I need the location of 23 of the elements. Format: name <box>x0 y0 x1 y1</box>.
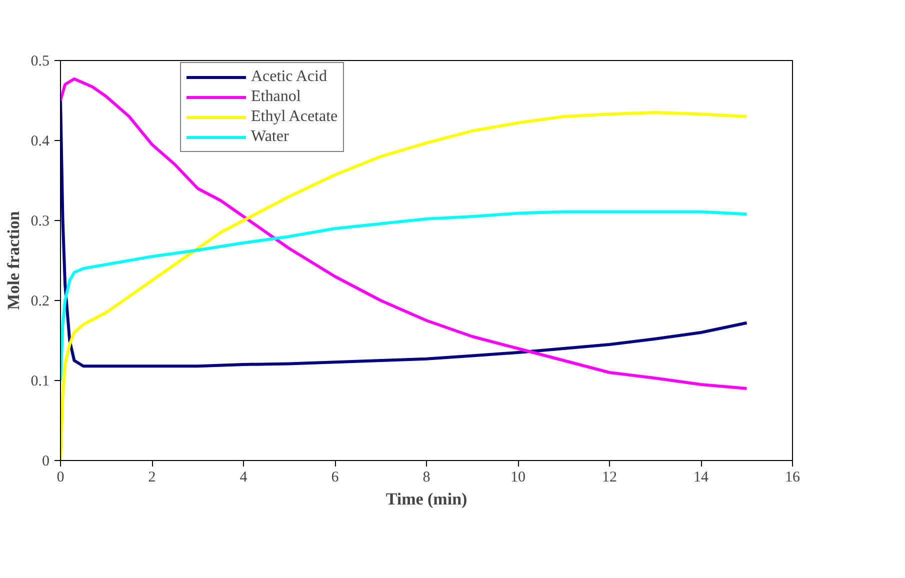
y-tick-label: 0.2 <box>30 294 50 310</box>
legend-label: Water <box>251 128 289 146</box>
x-tick-label: 0 <box>56 470 64 486</box>
y-tick-label: 0 <box>42 454 50 470</box>
y-tick-label: 0.3 <box>30 214 50 230</box>
y-tick-label: 0.5 <box>30 54 50 70</box>
y-axis-title: Mole fraction <box>4 210 23 310</box>
x-tick-label: 12 <box>602 470 617 486</box>
y-tick-label: 0.4 <box>30 134 50 150</box>
line-series <box>60 111 748 460</box>
x-tick-label: 2 <box>148 470 156 486</box>
x-tick-label: 8 <box>422 470 430 486</box>
legend-label: Ethyl Acetate <box>251 108 338 126</box>
legend-label: Ethanol <box>251 88 301 106</box>
legend-label: Acetic Acid <box>251 68 327 86</box>
x-tick-label: 10 <box>510 470 526 486</box>
y-tick-label: 0.1 <box>30 374 50 390</box>
x-axis-title: Time (min) <box>386 490 468 508</box>
x-tick-label: 14 <box>694 470 709 486</box>
x-tick-label: 16 <box>785 470 800 486</box>
x-tick-label: 6 <box>331 470 340 486</box>
line-series <box>60 210 748 382</box>
x-tick-label: 4 <box>240 470 248 486</box>
